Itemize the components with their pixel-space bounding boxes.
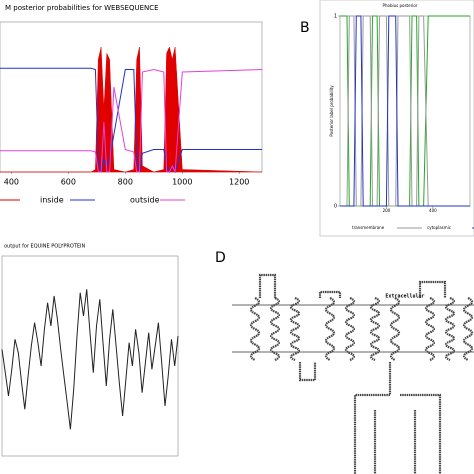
- legend-label: inside: [40, 196, 64, 205]
- panel-label: D: [215, 250, 226, 266]
- helix: [424, 296, 436, 362]
- loop: [258, 273, 447, 298]
- helix: [369, 296, 381, 362]
- panel-frame: [319, 0, 474, 237]
- diagram-label: Extracellular: [385, 294, 424, 300]
- plot-area: [339, 15, 471, 207]
- legend-label: transmembrane: [352, 225, 385, 230]
- x-tick-label: 800: [118, 178, 133, 187]
- helix: [344, 296, 356, 362]
- x-tick-label: 400: [429, 208, 437, 213]
- y-tick-label: 1: [334, 14, 337, 20]
- helix: [324, 297, 336, 361]
- series-line: [0, 46, 263, 173]
- y-axis-label: Posterior label probability: [329, 85, 334, 137]
- chart-title: M posterior probabilities for WEBSEQUENC…: [5, 4, 159, 12]
- topology: [249, 273, 474, 474]
- x-tick-label: 1000: [172, 178, 192, 187]
- x-tick-label: 1200: [229, 178, 249, 187]
- helix: [389, 297, 401, 361]
- loop: [298, 362, 442, 474]
- series-line: [340, 15, 470, 207]
- legend-label: cytoplasmic: [427, 225, 451, 230]
- legend-label: outside: [130, 196, 160, 205]
- plot-area: [1, 255, 179, 457]
- series-line: [0, 68, 263, 173]
- chart-title: output for EQUINE POLYPROTEIN: [4, 244, 86, 250]
- plot-area: [0, 21, 263, 173]
- x-tick-label: 400: [4, 178, 19, 187]
- x-tick-label: 200: [383, 208, 391, 213]
- helix: [462, 297, 474, 361]
- x-tick-label: 600: [61, 178, 76, 187]
- helix: [289, 296, 301, 362]
- chart-title: Phobius posterior: [383, 3, 418, 8]
- helix: [269, 296, 281, 362]
- series-line: [1, 289, 179, 430]
- y-tick-label: 0: [334, 204, 337, 210]
- helix: [444, 296, 456, 362]
- panel-label: B: [300, 20, 310, 36]
- helix: [249, 297, 261, 361]
